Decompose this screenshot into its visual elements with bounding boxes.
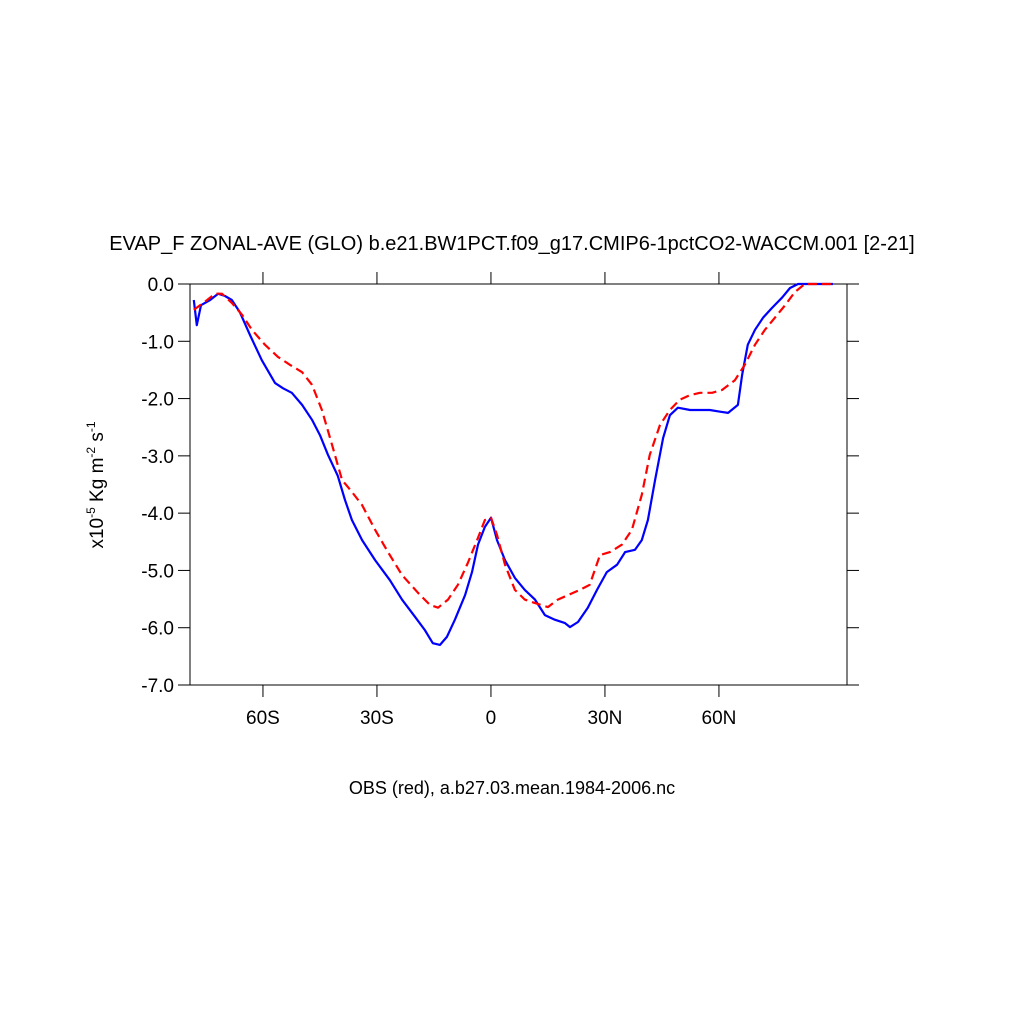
y-tick-label: -1.0 xyxy=(141,332,174,353)
x-tick-label: 30N xyxy=(588,708,623,729)
y-tick-label: -2.0 xyxy=(141,390,174,411)
x-tick-label: 60N xyxy=(702,708,737,729)
x-tick-label: 0 xyxy=(486,708,497,729)
x-tick-label: 30S xyxy=(360,708,394,729)
chart-title: EVAP_F ZONAL-AVE (GLO) b.e21.BW1PCT.f09_… xyxy=(109,233,914,255)
x-tick-label: 60S xyxy=(246,708,280,729)
y-axis-label-exponent: -2 xyxy=(84,447,98,458)
chart-subtitle: OBS (red), a.b27.03.mean.1984-2006.nc xyxy=(349,778,675,798)
series-line xyxy=(193,282,833,609)
y-tick-label: -5.0 xyxy=(141,561,174,582)
y-tick-label: -4.0 xyxy=(141,504,174,525)
y-axis-label-part: Kg m xyxy=(87,458,108,508)
y-tick-label: 0.0 xyxy=(148,275,174,296)
y-tick-label: -3.0 xyxy=(141,447,174,468)
y-axis-label: x10-5 Kg m-2 s-1 xyxy=(84,421,108,548)
y-axis-label-part: x10 xyxy=(87,518,108,549)
y-axis-label-exponent: -5 xyxy=(84,507,98,518)
plot-frame xyxy=(189,283,848,686)
y-tick-label: -6.0 xyxy=(141,619,174,640)
y-axis-label-part: s xyxy=(87,432,108,447)
y-tick-label: -7.0 xyxy=(141,676,174,697)
series-line xyxy=(192,282,833,646)
y-axis-label-exponent: -1 xyxy=(84,421,98,432)
